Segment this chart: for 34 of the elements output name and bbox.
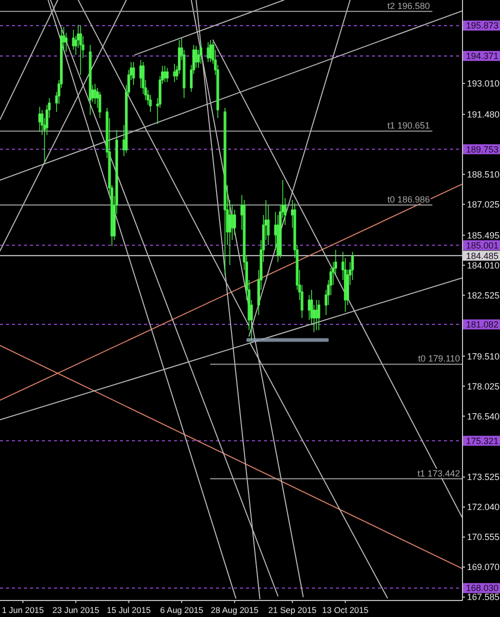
x-tick-label: 13 Oct 2015 — [322, 605, 369, 615]
y-tick-label: 188.510 — [467, 169, 500, 180]
x-tick-label: 1 Jun 2015 — [2, 605, 44, 615]
annotation: t0 186.986 — [387, 194, 430, 205]
y-tick-label: 185.495 — [467, 230, 500, 240]
y-tick-label: 184.010 — [467, 260, 500, 270]
ref-line-label: 175.321 — [466, 436, 499, 446]
annotation: t0 179.110 — [418, 354, 460, 364]
y-tick-label: 182.525 — [467, 290, 500, 300]
y-tick-label: 176.540 — [467, 411, 500, 422]
ref-line-label: 195.873 — [466, 20, 499, 31]
x-tick-label: 23 Jun 2015 — [52, 605, 100, 615]
ref-line-label: 168.030 — [466, 583, 499, 594]
y-tick-label: 170.555 — [467, 532, 500, 542]
y-tick-label: 191.480 — [467, 109, 500, 120]
x-tick-label: 15 Jul 2015 — [106, 605, 151, 615]
x-tick-label: 6 Aug 2015 — [160, 605, 204, 615]
ref-line-label: 189.753 — [466, 144, 499, 154]
x-tick-label: 21 Sep 2015 — [268, 605, 317, 615]
annotation: t2 196.580 — [387, 0, 430, 11]
ref-line-label: 184.485 — [466, 250, 499, 261]
ref-line-label: 194.371 — [466, 51, 499, 62]
y-tick-label: 179.510 — [467, 351, 500, 362]
y-tick-label: 187.025 — [467, 199, 500, 210]
ref-line-label: 181.082 — [466, 320, 499, 330]
y-tick-label: 173.525 — [467, 472, 500, 482]
y-tick-label: 178.025 — [467, 381, 500, 392]
y-tick-label: 193.010 — [467, 78, 500, 89]
y-tick-label: 169.070 — [467, 562, 500, 572]
ref-line-label: 185.001 — [466, 240, 499, 250]
annotation: t1 190.651 — [387, 120, 430, 131]
x-tick-label: 28 Aug 2015 — [210, 605, 259, 615]
y-tick-label: 167.585 — [467, 592, 500, 602]
y-tick-label: 172.040 — [467, 502, 500, 512]
